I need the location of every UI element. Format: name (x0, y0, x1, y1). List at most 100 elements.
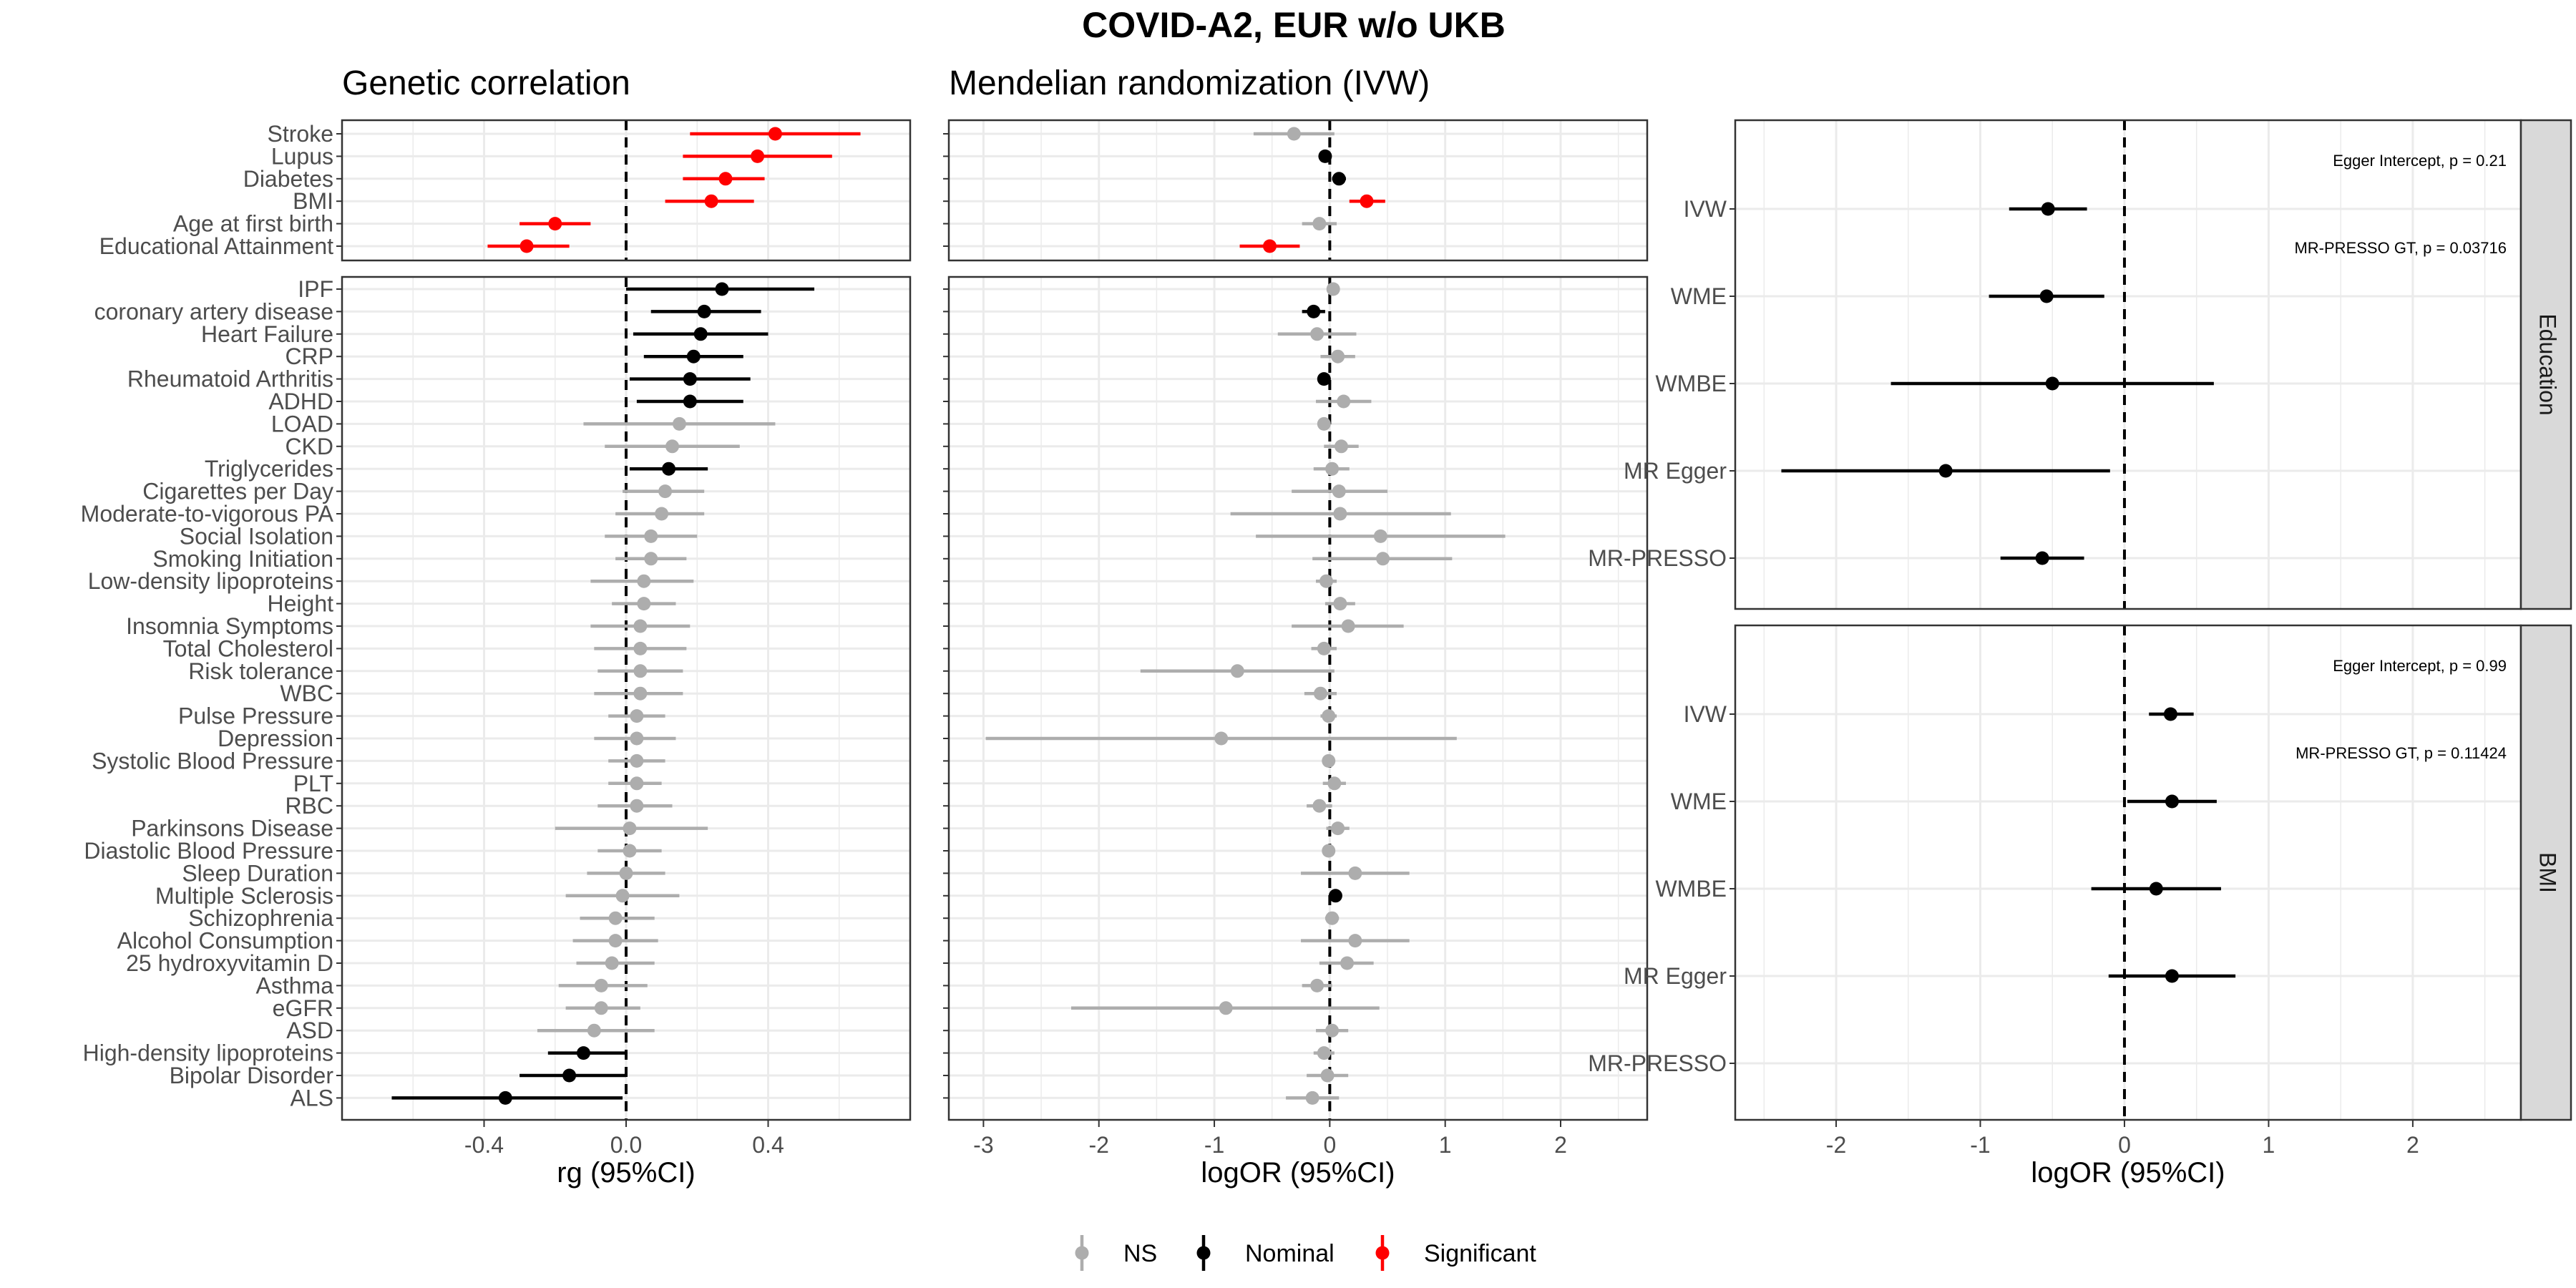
point-estimate (715, 282, 729, 296)
point-estimate (1322, 753, 1336, 768)
point-estimate (608, 934, 623, 948)
point-estimate (704, 194, 718, 208)
point-estimate (519, 239, 534, 253)
row-label: Multiple Sclerosis (155, 883, 333, 909)
point-estimate (1337, 394, 1351, 409)
point-estimate (594, 1001, 608, 1015)
legend-key-point (1075, 1246, 1089, 1260)
point-estimate (1326, 282, 1340, 296)
legend: NS Nominal Significant (1075, 1235, 1536, 1271)
point-estimate (2165, 794, 2179, 809)
point-estimate (548, 217, 562, 231)
row-label: CKD (285, 434, 333, 459)
x-tick-label: -0.4 (464, 1132, 504, 1158)
point-estimate (1331, 349, 1345, 364)
point-estimate (630, 799, 644, 813)
row-label: WBC (280, 680, 333, 706)
point-estimate (1322, 709, 1336, 723)
row-label: Parkinsons Disease (131, 816, 333, 841)
row-label: Cigarettes per Day (142, 479, 333, 504)
point-estimate (1334, 439, 1348, 454)
facet-strip (2519, 119, 2572, 610)
point-estimate (1376, 552, 1390, 566)
row-label: WME (1671, 789, 1727, 814)
row-label: Educational Attainment (99, 233, 333, 259)
point-estimate (1333, 597, 1347, 611)
point-estimate (562, 1068, 577, 1083)
row-label: IPF (298, 276, 333, 302)
point-estimate (1312, 799, 1327, 813)
plots: Genetic correlationStrokeLupusDiabetesBM… (81, 64, 2572, 1189)
row-label: ALS (291, 1085, 333, 1111)
point-estimate (1317, 416, 1331, 431)
facet-strip-label: BMI (2535, 852, 2561, 893)
row-label: Total Cholesterol (163, 635, 333, 661)
facet-strip-label: Education (2535, 313, 2561, 415)
point-estimate (1332, 172, 1346, 186)
point-estimate (1219, 1001, 1233, 1015)
point-estimate (1317, 372, 1331, 386)
legend-item: NS (1075, 1235, 1157, 1271)
point-estimate (1310, 978, 1324, 992)
row-label: Bipolar Disorder (170, 1063, 334, 1088)
point-estimate (630, 731, 644, 746)
row-label: Lupus (271, 143, 333, 169)
point-estimate (672, 416, 686, 431)
point-estimate (1328, 889, 1342, 903)
point-estimate (630, 709, 644, 723)
point-estimate (630, 776, 644, 791)
point-estimate (697, 304, 711, 318)
row-label: WMBE (1655, 371, 1727, 396)
point-estimate (658, 484, 673, 499)
panel-border (947, 119, 1649, 262)
chart-sensitivity-analyses: IVW WME WMBE MR Egger MR-PRESSO Egger Interce… (1588, 119, 2572, 1189)
panel-background (1735, 120, 2521, 609)
point-estimate (1331, 821, 1345, 836)
row-label: Schizophrenia (188, 905, 333, 931)
panel-border (947, 275, 1649, 1121)
point-estimate (655, 507, 669, 521)
point-estimate (1214, 731, 1229, 746)
row-label: Diabetes (243, 166, 333, 192)
point-estimate (576, 1046, 590, 1060)
row-label: MR-PRESSO (1588, 1050, 1727, 1076)
point-estimate (683, 372, 697, 386)
point-estimate (1307, 304, 1321, 318)
point-estimate (630, 753, 644, 768)
point-estimate (751, 149, 765, 163)
row-label: Sleep Duration (182, 860, 333, 886)
row-label: MR-PRESSO (1588, 545, 1727, 571)
chart-genetic-correlation: Genetic correlation StrokeLupusDiabetesBM… (81, 64, 912, 1189)
point-estimate (1262, 239, 1277, 253)
x-tick-label: -2 (1826, 1132, 1846, 1158)
x-tick-label: 1 (2263, 1132, 2275, 1158)
point-estimate (662, 462, 676, 476)
point-estimate (608, 911, 623, 925)
panel-background (949, 277, 1647, 1120)
point-estimate (633, 686, 648, 701)
point-estimate (2149, 882, 2163, 896)
point-estimate (2041, 202, 2055, 216)
row-label: Rheumatoid Arthritis (127, 366, 333, 392)
row-label: Low-density lipoproteins (88, 568, 333, 594)
x-tick-label: 2 (2406, 1132, 2419, 1158)
x-tick-label: 0 (1323, 1132, 1336, 1158)
point-estimate (1373, 529, 1387, 543)
row-label: Asthma (256, 972, 334, 998)
point-estimate (1938, 464, 1953, 478)
panel-annotation: MR-PRESSO GT, p = 0.11424 (2296, 744, 2507, 762)
point-estimate (633, 641, 648, 655)
x-tick-label: -2 (1088, 1132, 1108, 1158)
point-estimate (1305, 1091, 1319, 1105)
point-estimate (644, 552, 658, 566)
row-label: Depression (218, 726, 333, 751)
point-estimate (633, 664, 648, 678)
point-estimate (1360, 194, 1374, 208)
panel-background (949, 120, 1647, 260)
row-label: RBC (285, 793, 333, 819)
point-estimate (605, 956, 619, 970)
x-tick-label: -1 (1204, 1132, 1224, 1158)
point-estimate (1230, 664, 1244, 678)
row-label: IVW (1684, 701, 1727, 727)
